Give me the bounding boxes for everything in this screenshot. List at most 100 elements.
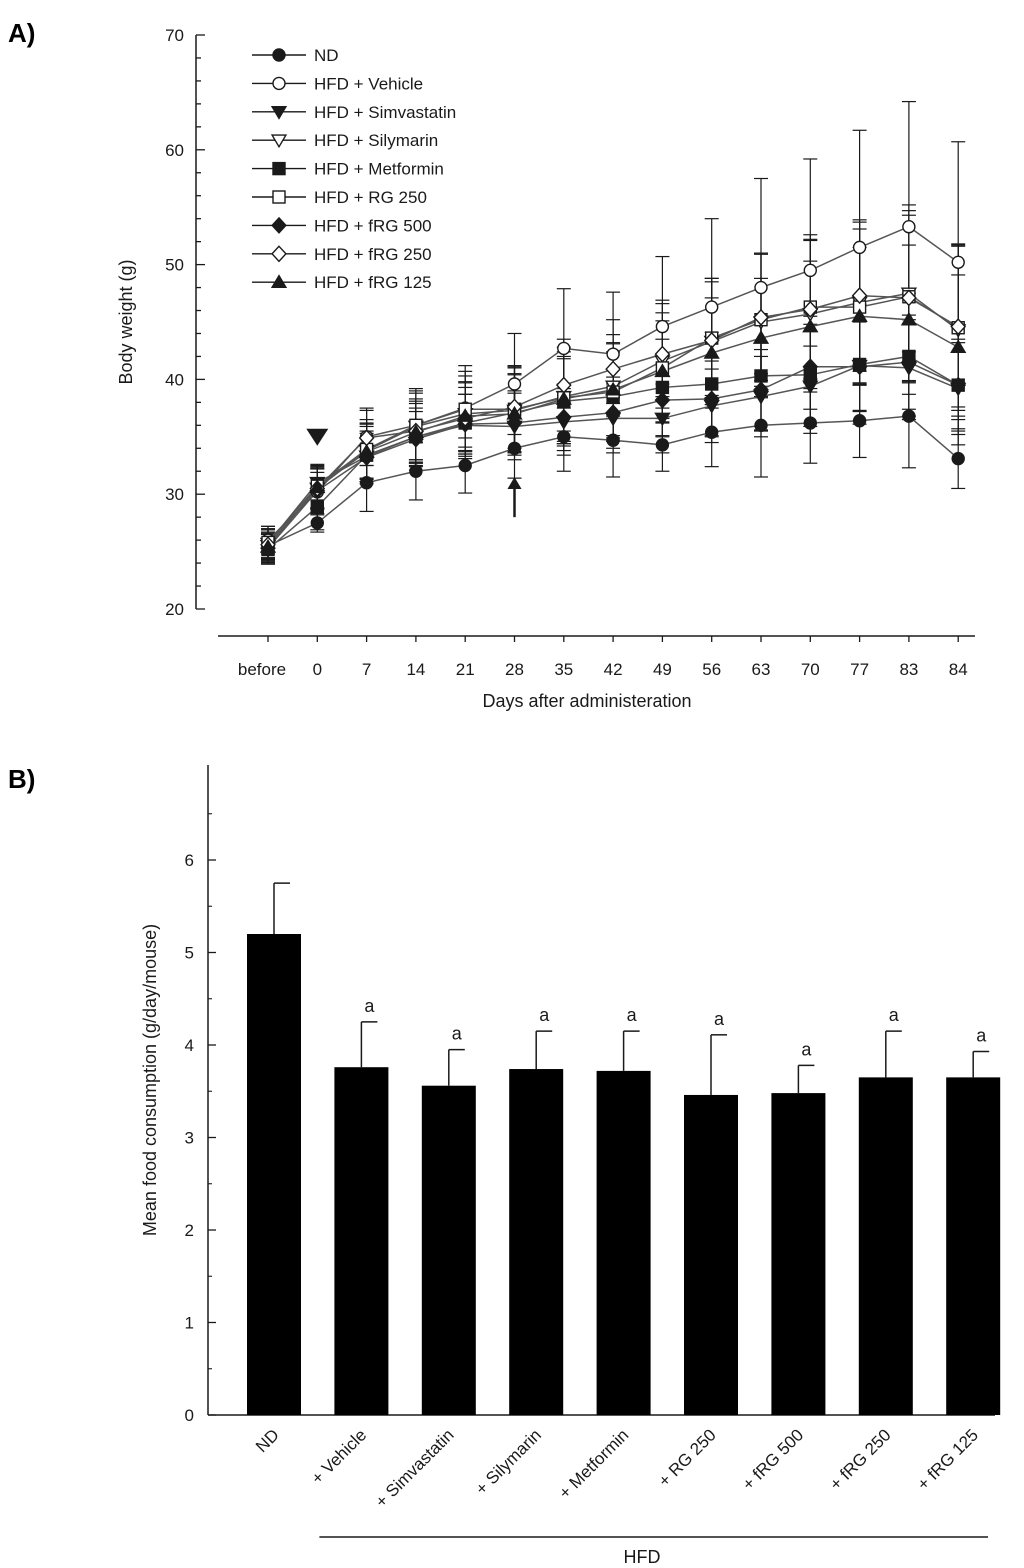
bar (684, 1094, 738, 1415)
arrow-head (507, 476, 522, 489)
legend-marker (270, 274, 288, 288)
data-point (606, 433, 620, 447)
data-point (902, 409, 916, 423)
data-point (950, 318, 967, 336)
data-point (852, 414, 867, 428)
bar (509, 1069, 564, 1415)
data-point (752, 330, 770, 344)
group-label: HFD (624, 1547, 661, 1567)
bar (334, 1067, 389, 1415)
y-tick-label: 5 (185, 944, 194, 963)
data-point (802, 358, 819, 376)
data-point (754, 418, 768, 433)
data-point (654, 412, 671, 427)
x-tick-label: 63 (752, 660, 771, 679)
y-tick-label: 2 (185, 1221, 194, 1240)
x-tick-label: + Simvastatin (372, 1425, 458, 1511)
significance-label: a (714, 1009, 725, 1029)
significance-label: a (976, 1025, 987, 1045)
legend-marker (270, 134, 288, 149)
data-point (655, 438, 670, 452)
bar (771, 1093, 826, 1415)
x-tick-label: before (238, 660, 286, 679)
x-tick-label: + fRG 250 (826, 1425, 895, 1494)
y-tick-label: 1 (185, 1314, 194, 1333)
x-tick-label: + fRG 125 (913, 1425, 982, 1494)
y-axis-title: Body weight (g) (116, 259, 136, 384)
significance-label: a (801, 1039, 812, 1059)
x-tick-label: 83 (899, 660, 918, 679)
legend-label: HFD + fRG 125 (314, 273, 432, 292)
data-point (506, 405, 523, 420)
data-point (507, 441, 522, 455)
bar (247, 934, 301, 1415)
significance-label: a (889, 1005, 900, 1025)
x-tick-label: 7 (362, 660, 371, 679)
y-tick-label: 30 (165, 485, 184, 504)
data-point (851, 358, 868, 376)
x-tick-label: ND (252, 1425, 283, 1456)
legend-label: HFD + fRG 250 (314, 245, 432, 264)
data-point (902, 220, 916, 234)
legend-label: HFD + Simvastatin (314, 103, 456, 122)
data-point (557, 430, 571, 444)
y-tick-label: 4 (185, 1036, 194, 1055)
data-point (851, 287, 868, 305)
data-point (605, 404, 621, 422)
legend-marker (271, 245, 287, 263)
legend-marker (271, 216, 287, 234)
bar (421, 1085, 476, 1415)
data-point (753, 308, 769, 326)
data-point (754, 280, 768, 295)
data-point (950, 339, 967, 354)
x-tick-label: 35 (554, 660, 573, 679)
x-tick-label: + RG 250 (655, 1425, 720, 1490)
x-tick-label: 49 (653, 660, 672, 679)
data-point (457, 408, 474, 422)
data-point (605, 360, 621, 378)
data-point (654, 391, 671, 409)
data-point (901, 289, 917, 307)
legend-label: HFD + fRG 500 (314, 216, 432, 235)
panel-b-label: B) (8, 764, 35, 794)
y-tick-label: 3 (185, 1129, 194, 1148)
legend-marker (272, 76, 286, 91)
data-point (655, 319, 670, 334)
data-point (310, 516, 324, 530)
legend-marker (272, 190, 286, 204)
data-point (555, 390, 572, 405)
x-tick-label: 28 (505, 660, 524, 679)
data-point (705, 377, 719, 391)
bar (946, 1077, 1001, 1415)
food-consumption-bar-chart: 0 1 2 3 4 5 6 Mean food consumption (g/day/mous… (140, 765, 1001, 1567)
data-point (951, 451, 965, 466)
y-tick-label: 20 (165, 600, 184, 619)
data-point (802, 318, 819, 333)
data-point (851, 308, 868, 323)
data-point (654, 345, 671, 363)
data-point (852, 240, 867, 255)
y-tick-label: 0 (185, 1406, 194, 1425)
data-point (654, 363, 671, 378)
data-point (803, 263, 817, 278)
x-tick-label: + fRG 500 (739, 1425, 808, 1494)
data-point (407, 424, 425, 439)
y-tick-label: 70 (165, 26, 184, 45)
data-point (259, 539, 277, 553)
y-tick-label: 60 (165, 141, 184, 160)
legend-marker (270, 105, 288, 120)
significance-label: a (364, 996, 375, 1016)
bar (596, 1070, 651, 1415)
significance-label: a (539, 1005, 550, 1025)
legend-label: ND (314, 46, 339, 65)
significance-label: a (452, 1024, 463, 1044)
data-point (358, 443, 375, 458)
data-point (950, 376, 967, 394)
x-tick-label: 77 (850, 660, 869, 679)
body-weight-line-chart: 20 30 40 50 60 70 before 0 7 14 21 28 35 42 49 56 63 70 77… (116, 26, 975, 711)
legend-label: HFD + Vehicle (314, 74, 423, 93)
data-point (802, 300, 819, 318)
data-point (951, 255, 965, 270)
data-point (309, 479, 326, 494)
